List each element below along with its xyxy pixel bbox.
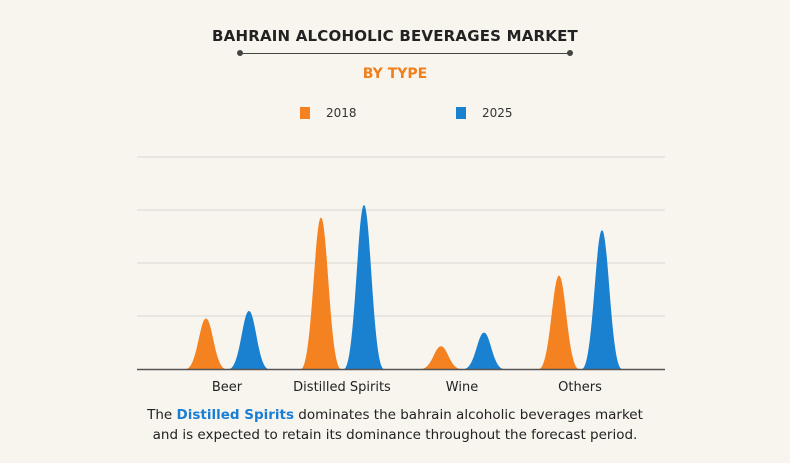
caption-line1: dominates the bahrain alcoholic beverage… xyxy=(294,407,643,423)
divider-dot-left xyxy=(237,50,243,56)
chart-subtitle: BY TYPE xyxy=(362,66,428,82)
chart-title: BAHRAIN ALCOHOLIC BEVERAGES MARKET xyxy=(212,27,578,45)
peak-2018-beer xyxy=(186,318,226,369)
legend-label-2025: 2025 xyxy=(482,106,513,120)
caption-line2: and is expected to retain its dominance … xyxy=(152,427,638,443)
peak-2025-beer xyxy=(229,310,269,369)
legend-swatch-2018 xyxy=(300,107,310,119)
caption-prefix: The xyxy=(147,407,177,423)
peak-2025-distilled-spirits xyxy=(344,204,384,369)
caption-highlight: Distilled Spirits xyxy=(176,407,295,423)
chart-caption: The Distilled Spirits dominates the bahr… xyxy=(0,405,790,445)
divider-dot-right xyxy=(567,50,573,56)
peak-2025-wine xyxy=(464,332,504,369)
x-tick-label: Distilled Spirits xyxy=(293,380,391,395)
legend-swatch-2025 xyxy=(456,107,466,119)
x-tick-label: Beer xyxy=(212,380,243,395)
peak-2018-distilled-spirits xyxy=(301,217,341,369)
peak-2018-wine xyxy=(421,346,461,369)
x-tick-label: Others xyxy=(558,380,602,395)
legend-label-2018: 2018 xyxy=(326,106,357,120)
x-tick-label: Wine xyxy=(446,380,478,395)
peak-2025-others xyxy=(582,230,622,369)
title-divider xyxy=(240,53,570,54)
peak-2018-others xyxy=(539,275,579,369)
